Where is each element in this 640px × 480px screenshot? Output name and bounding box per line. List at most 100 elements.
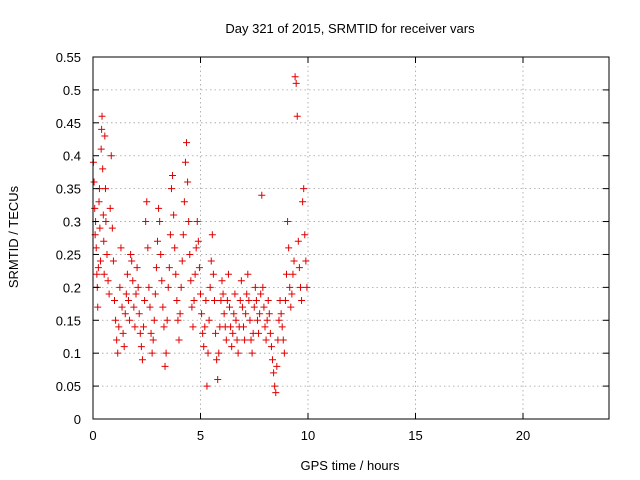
- data-point: [100, 237, 108, 245]
- data-point: [271, 382, 279, 390]
- data-point: [149, 336, 157, 344]
- data-point: [148, 349, 156, 357]
- data-point: [102, 218, 110, 226]
- data-point: [234, 349, 242, 357]
- data-point: [105, 290, 113, 298]
- data-point: [106, 204, 114, 212]
- data-point: [201, 323, 209, 331]
- y-tick-label: 0.45: [56, 116, 81, 131]
- data-point: [194, 237, 202, 245]
- data-point: [164, 283, 172, 291]
- data-point: [244, 270, 252, 278]
- data-point: [218, 277, 226, 285]
- data-point: [174, 316, 182, 324]
- data-point: [121, 310, 129, 318]
- data-point: [259, 283, 267, 291]
- data-point: [220, 310, 228, 318]
- data-point: [262, 336, 270, 344]
- data-point: [99, 211, 107, 219]
- data-point: [127, 250, 135, 258]
- data-point: [223, 297, 231, 305]
- data-point: [119, 329, 127, 337]
- data-point: [97, 145, 105, 153]
- data-point: [135, 310, 143, 318]
- data-point: [191, 270, 199, 278]
- data-point: [283, 270, 290, 278]
- data-point: [232, 316, 240, 324]
- data-point: [298, 297, 306, 305]
- data-point: [99, 165, 107, 173]
- data-point: [142, 218, 150, 226]
- data-point: [230, 310, 238, 318]
- data-point: [165, 264, 173, 272]
- data-point: [162, 349, 170, 357]
- data-point: [132, 290, 140, 298]
- data-point: [242, 310, 250, 318]
- y-tick-label: 0.25: [56, 247, 81, 262]
- data-point: [289, 270, 297, 278]
- data-point: [143, 198, 151, 206]
- data-point: [176, 310, 184, 318]
- data-point: [152, 264, 160, 272]
- data-point: [128, 257, 136, 265]
- data-point: [214, 376, 222, 384]
- data-point: [257, 290, 265, 298]
- data-point: [94, 303, 102, 311]
- data-point: [246, 316, 254, 324]
- data-point: [155, 204, 163, 212]
- data-point: [158, 277, 166, 285]
- data-point: [251, 283, 259, 291]
- data-point: [273, 362, 281, 370]
- data-point: [199, 329, 207, 337]
- data-point: [181, 158, 189, 166]
- data-point: [263, 316, 271, 324]
- data-point: [114, 349, 122, 357]
- data-point: [136, 329, 144, 337]
- data-point: [222, 336, 230, 344]
- data-point: [151, 290, 159, 298]
- data-point: [179, 231, 187, 239]
- data-point: [285, 244, 293, 252]
- plot-frame: [92, 56, 610, 420]
- data-point: [189, 323, 197, 331]
- data-point: [124, 297, 132, 305]
- data-point: [90, 178, 98, 186]
- data-point: [94, 264, 102, 272]
- data-point: [237, 277, 245, 285]
- x-tick-label: 10: [301, 428, 315, 443]
- data-point: [133, 264, 141, 272]
- data-point: [187, 277, 195, 285]
- data-point: [243, 290, 251, 298]
- data-point: [200, 343, 208, 351]
- data-point: [236, 297, 244, 305]
- y-tick-label: 0.5: [63, 83, 81, 98]
- data-point: [294, 237, 302, 245]
- data-point: [287, 303, 295, 311]
- data-point: [140, 323, 148, 331]
- data-point: [184, 178, 192, 186]
- x-tick-label: 20: [516, 428, 530, 443]
- x-tick-label: 5: [197, 428, 204, 443]
- data-point: [145, 283, 153, 291]
- data-point: [126, 316, 134, 324]
- data-point: [156, 218, 164, 226]
- data-point: [130, 303, 138, 311]
- data-point: [252, 297, 260, 305]
- data-point: [137, 343, 145, 351]
- data-point: [120, 343, 128, 351]
- x-tick-label: 15: [408, 428, 422, 443]
- y-tick-label: 0.55: [56, 50, 81, 65]
- data-point: [264, 297, 272, 305]
- data-point: [161, 362, 169, 370]
- data-point: [95, 198, 103, 206]
- y-tick-label: 0.4: [63, 149, 81, 164]
- data-point: [100, 270, 108, 278]
- data-point: [97, 257, 105, 265]
- data-point: [113, 336, 121, 344]
- data-point: [278, 323, 286, 331]
- data-point: [111, 297, 118, 305]
- data-point: [129, 277, 137, 285]
- data-point: [247, 336, 255, 344]
- data-point: [195, 264, 203, 272]
- data-point: [123, 270, 131, 278]
